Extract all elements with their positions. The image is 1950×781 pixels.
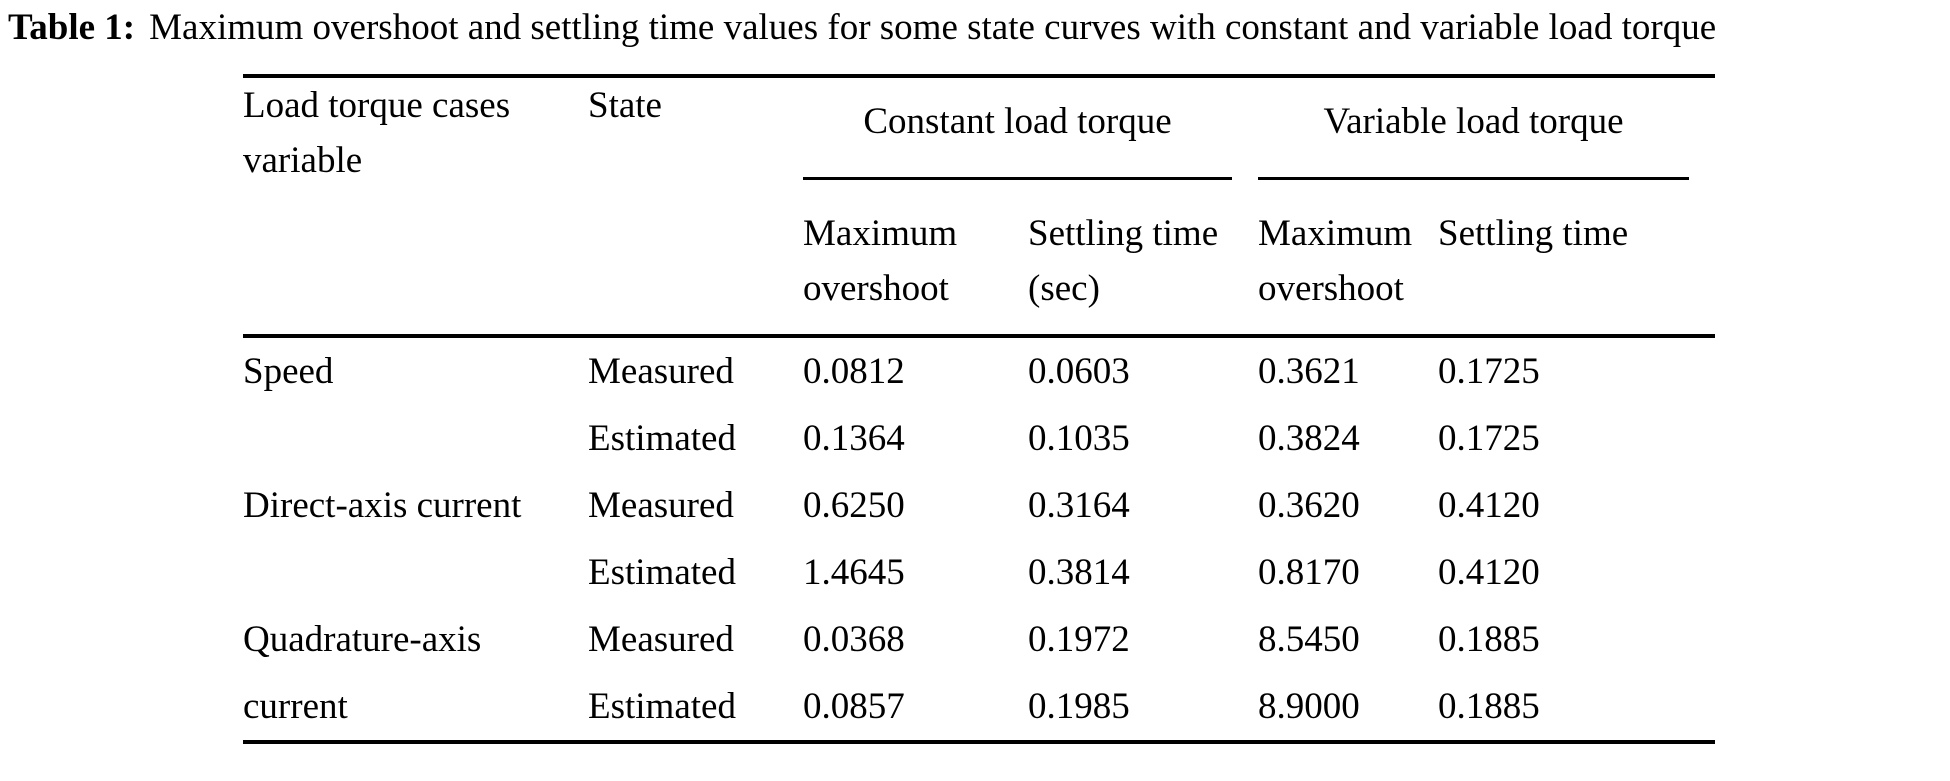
col-header-load-torque-cases: Load torque cases variable (243, 85, 511, 181)
table-header: Load torque cases variable State Constan… (243, 76, 1715, 336)
col-header-state: State (588, 85, 662, 126)
group-header-variable-label: Variable load torque (1258, 78, 1690, 180)
cell-variable-max: 0.8170 (1258, 552, 1360, 593)
table-row: Quadrature-axis current Measured 0.0368 … (243, 606, 1715, 727)
table-row: Direct-axis current Measured 0.6250 0.31… (243, 472, 1715, 539)
cell-variable-max: 0.3824 (1258, 418, 1360, 459)
cell-state: Measured (588, 619, 734, 660)
table-caption: Table 1: Maximum overshoot and settling t… (0, 0, 1918, 52)
cell-constant-max: 0.0857 (803, 686, 905, 727)
table-row: Estimated 1.4645 0.3814 0.8170 0.4120 (243, 539, 1715, 606)
caption-label: Table 1: (8, 7, 136, 48)
col-header-constant-max-overshoot: Maximum overshoot (803, 213, 958, 309)
cell-variable-settling: 0.4120 (1438, 552, 1540, 593)
cell-state: Measured (588, 485, 734, 526)
cell-variable-settling: 0.4120 (1438, 485, 1540, 526)
cell-constant-settling: 0.3814 (1028, 552, 1130, 593)
table-row: Speed Measured 0.0812 0.0603 0.3621 0.17… (243, 334, 1716, 472)
cell-variable-settling: 0.1725 (1438, 418, 1540, 459)
cell-variable-max: 0.3620 (1258, 485, 1360, 526)
cell-case-direct-axis-current: Direct-axis current (243, 485, 522, 526)
header-row-groups: Load torque cases variable State Constan… (243, 76, 1715, 181)
cell-case-speed: Speed (243, 334, 588, 472)
caption-text: Maximum overshoot and settling time valu… (149, 7, 1717, 48)
group-header-constant-label: Constant load torque (803, 78, 1233, 180)
group-header-variable-load-torque: Variable load torque (1258, 76, 1715, 180)
cell-constant-settling: 0.3164 (1028, 485, 1130, 526)
cell-variable-max: 8.9000 (1258, 686, 1360, 727)
cell-constant-settling: 0.1985 (1028, 686, 1130, 727)
cell-variable-max: 8.5450 (1258, 619, 1360, 660)
col-header-constant-settling-time: Settling time (sec) (1028, 213, 1219, 309)
cell-constant-max: 0.6250 (803, 485, 905, 526)
cell-state: Estimated (588, 686, 736, 727)
cell-variable-settling: 0.1725 (1438, 334, 1716, 405)
cell-state: Estimated (588, 418, 736, 459)
cell-state: Estimated (588, 552, 736, 593)
cell-constant-settling: 0.1035 (1028, 418, 1130, 459)
cell-state: Measured (588, 334, 803, 405)
cell-constant-max: 0.0812 (803, 334, 1028, 405)
cell-case-quadrature-axis-current: Quadrature-axis current (243, 619, 482, 727)
header-row-subcolumns: Maximum overshoot Settling time (sec) Ma… (243, 180, 1715, 336)
cell-constant-settling: 0.1972 (1028, 619, 1130, 660)
cell-constant-settling: 0.0603 (1028, 334, 1259, 405)
cell-variable-max: 0.3621 (1258, 334, 1439, 405)
col-header-variable-settling-time: Settling time (1438, 213, 1629, 254)
cell-constant-max: 0.1364 (803, 418, 905, 459)
table-row: Estimated 0.1364 0.1035 0.3824 0.1725 (243, 405, 1715, 472)
results-table: Load torque cases variable State Constan… (243, 74, 1716, 744)
table-row: Estimated 0.0857 0.1985 8.9000 0.1885 (243, 673, 1715, 742)
group-header-constant-load-torque: Constant load torque (803, 76, 1258, 180)
table-body: Speed Measured 0.0812 0.0603 0.3621 0.17… (243, 334, 1716, 742)
cell-variable-settling: 0.1885 (1438, 619, 1540, 660)
cell-constant-max: 0.0368 (803, 619, 905, 660)
cell-constant-max: 1.4645 (803, 552, 905, 593)
cell-variable-settling: 0.1885 (1438, 686, 1540, 727)
col-header-variable-max-overshoot: Maximum overshoot (1258, 213, 1413, 309)
